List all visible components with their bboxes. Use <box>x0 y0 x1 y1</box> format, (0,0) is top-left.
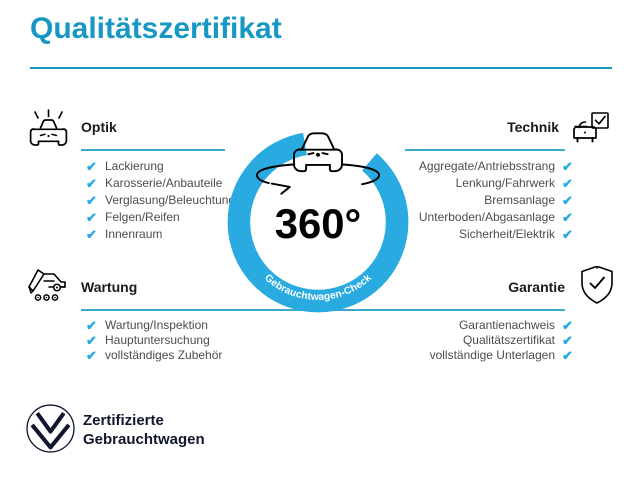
svg-text:360°: 360° <box>275 200 361 247</box>
